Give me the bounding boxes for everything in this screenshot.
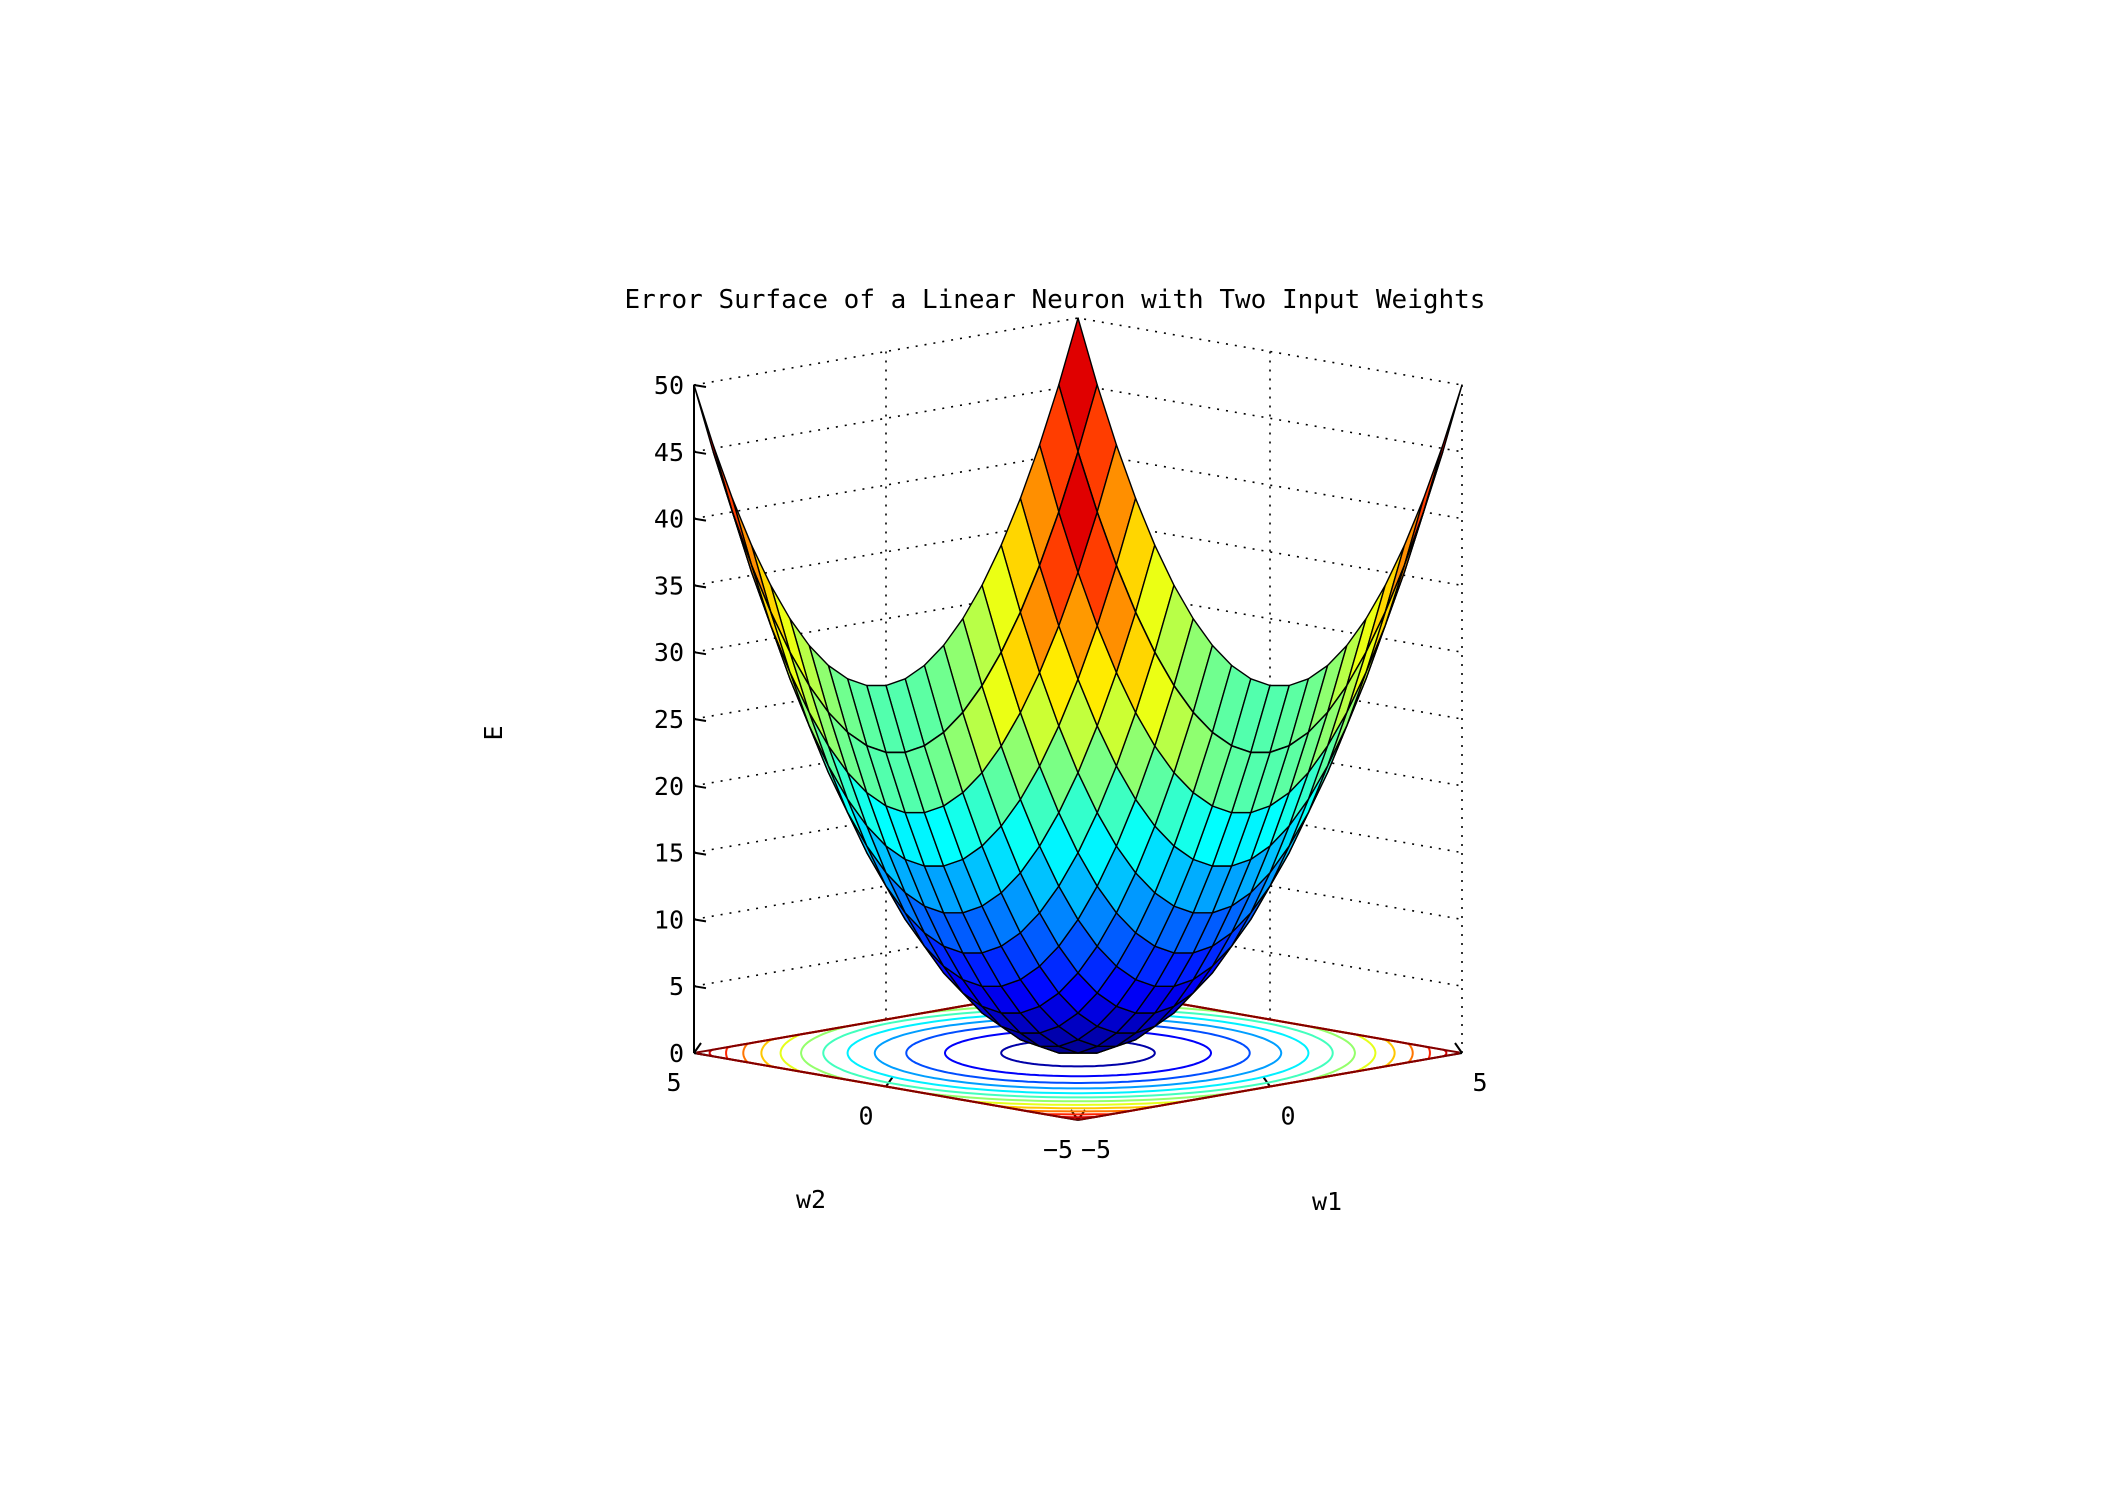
- z-tick-label: 30: [654, 638, 684, 667]
- z-gridline: [693, 450, 1463, 520]
- y-tick-label: 0: [858, 1102, 873, 1131]
- axis-text: Error Surface of a Linear Neuron with Tw…: [479, 285, 1488, 1216]
- z-tick-label: 5: [669, 972, 684, 1001]
- z-tick-mark: [693, 784, 707, 789]
- z-axis-label: E: [479, 725, 508, 740]
- x-tick-mark: [1454, 1042, 1463, 1054]
- y-tick-mark: [885, 1075, 894, 1088]
- surface-patch: [1058, 451, 1098, 573]
- error-surface: [693, 317, 1463, 1054]
- z-gridline: [693, 918, 1463, 987]
- z-gridline: [693, 717, 1463, 787]
- surface-patch: [1384, 497, 1425, 613]
- z-gridline: [693, 584, 1463, 653]
- z-tick-mark: [693, 450, 707, 455]
- x-tick-label: 0: [1280, 1102, 1295, 1131]
- z-tick-mark: [693, 384, 707, 388]
- z-tick-label: 25: [654, 705, 684, 734]
- z-tick-label: 20: [654, 772, 684, 801]
- z-tick-label: 15: [654, 839, 684, 868]
- z-tick-label: 35: [654, 571, 684, 600]
- y-axis-label: w2: [796, 1185, 826, 1214]
- z-tick-mark: [693, 985, 707, 990]
- z-tick-label: 10: [654, 905, 684, 934]
- x-axis-label: w1: [1312, 1187, 1342, 1216]
- z-gridline: [693, 317, 1463, 386]
- z-gridline: [693, 517, 1463, 587]
- z-tick-mark: [693, 918, 707, 923]
- x-tick-label: −5: [1081, 1135, 1111, 1164]
- chart-title: Error Surface of a Linear Neuron with Tw…: [625, 285, 1486, 315]
- surface-patch: [1365, 544, 1406, 653]
- z-tick-mark: [693, 651, 707, 656]
- z-gridline: [693, 784, 1463, 854]
- z-tick-label: 45: [654, 438, 684, 467]
- y-tick-mark: [693, 1042, 702, 1054]
- z-tick-mark: [693, 851, 707, 856]
- y-tick-label: 5: [666, 1068, 681, 1097]
- z-gridline: [693, 851, 1463, 921]
- surface-patch: [750, 544, 791, 653]
- surface-patch: [731, 497, 772, 613]
- z-tick-mark: [693, 718, 707, 722]
- z-gridline: [693, 383, 1463, 453]
- z-tick-label: 40: [654, 505, 684, 534]
- x-tick-mark: [1262, 1075, 1271, 1088]
- z-tick-mark: [693, 584, 707, 589]
- z-tick-label: 50: [654, 371, 684, 400]
- z-tick-mark: [693, 517, 707, 522]
- y-tick-label: −5: [1043, 1135, 1073, 1164]
- z-tick-label: 0: [669, 1039, 684, 1068]
- x-tick-label: 5: [1472, 1068, 1487, 1097]
